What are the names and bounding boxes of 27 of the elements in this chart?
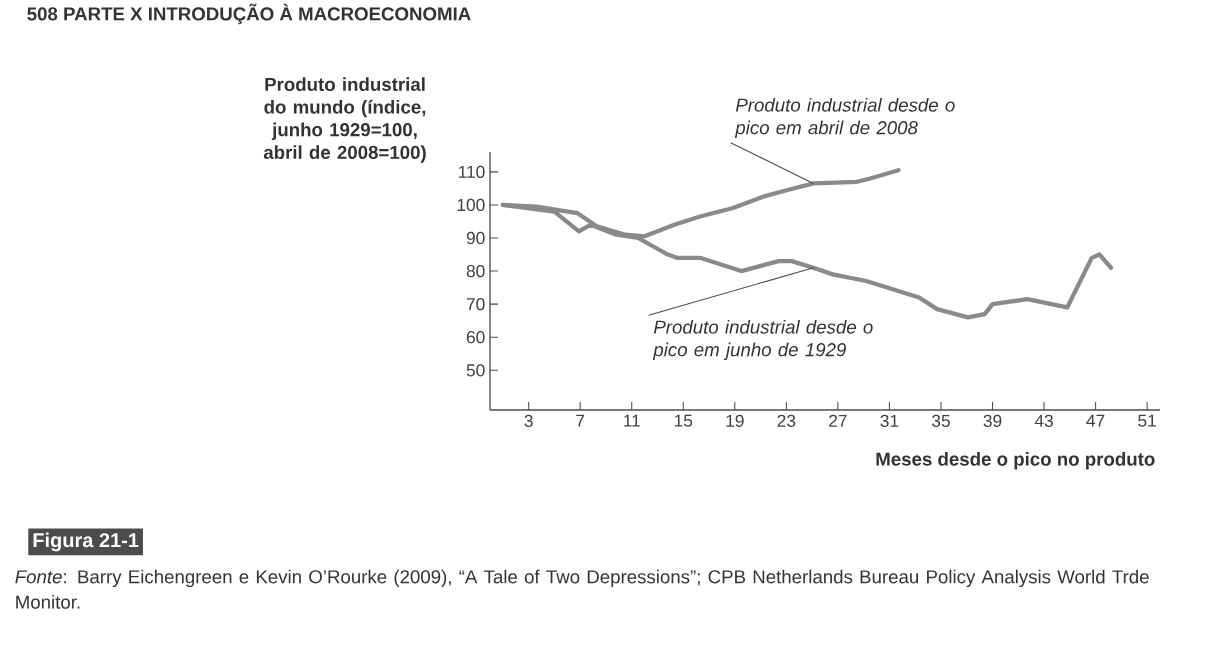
x-tick-label: 11 bbox=[624, 414, 640, 427]
x-tick-label: 51 bbox=[1138, 414, 1156, 427]
text: 508 PARTE X INTRODUÇÃO À MACROECONOMIA bbox=[27, 3, 471, 25]
text: Produto industrial desde o pico em abril de 2008 bbox=[734, 97, 955, 139]
text: Fonte: Barry Eichengreen e Kevin O’Rourke (2009), “A Tale of Two Depressions”; CPB Netherlands Bureau Policy Analysis World Trde Monitor. bbox=[15, 569, 1149, 609]
y-tick-label: 80 bbox=[466, 264, 485, 278]
x-tick-label: 47 bbox=[1086, 414, 1105, 427]
text: Figura 21-1 bbox=[33, 532, 139, 552]
x-tick-label: 7 bbox=[576, 414, 585, 427]
x-tick-label: 15 bbox=[674, 414, 693, 427]
x-axis-title: Meses desde o pico no produto bbox=[876, 452, 1155, 470]
x-tick-label: 31 bbox=[880, 414, 899, 427]
x-tick-label: 43 bbox=[1034, 414, 1053, 427]
x-tick-label: 3 bbox=[524, 414, 533, 427]
x-tick-label: 27 bbox=[829, 414, 847, 427]
x-tick-label: 35 bbox=[931, 414, 950, 427]
y-tick-label: 90 bbox=[466, 231, 485, 245]
y-axis-title: Produto industrial do mundo (índice, junho 1929=100, abril de 2008=100) bbox=[263, 77, 426, 163]
y-tick-label: 50 bbox=[466, 364, 485, 377]
y-tick-label: 70 bbox=[466, 298, 485, 311]
y-tick-label: 100 bbox=[457, 198, 485, 212]
x-tick-label: 23 bbox=[777, 414, 796, 427]
x-tick-label: 39 bbox=[983, 414, 1002, 427]
y-tick-label: 110 bbox=[458, 165, 485, 178]
x-tick-label: 19 bbox=[726, 414, 744, 427]
series-label: Produto industrial desde o pico em junho de 1929 bbox=[652, 319, 873, 361]
y-tick-label: 60 bbox=[466, 331, 485, 344]
